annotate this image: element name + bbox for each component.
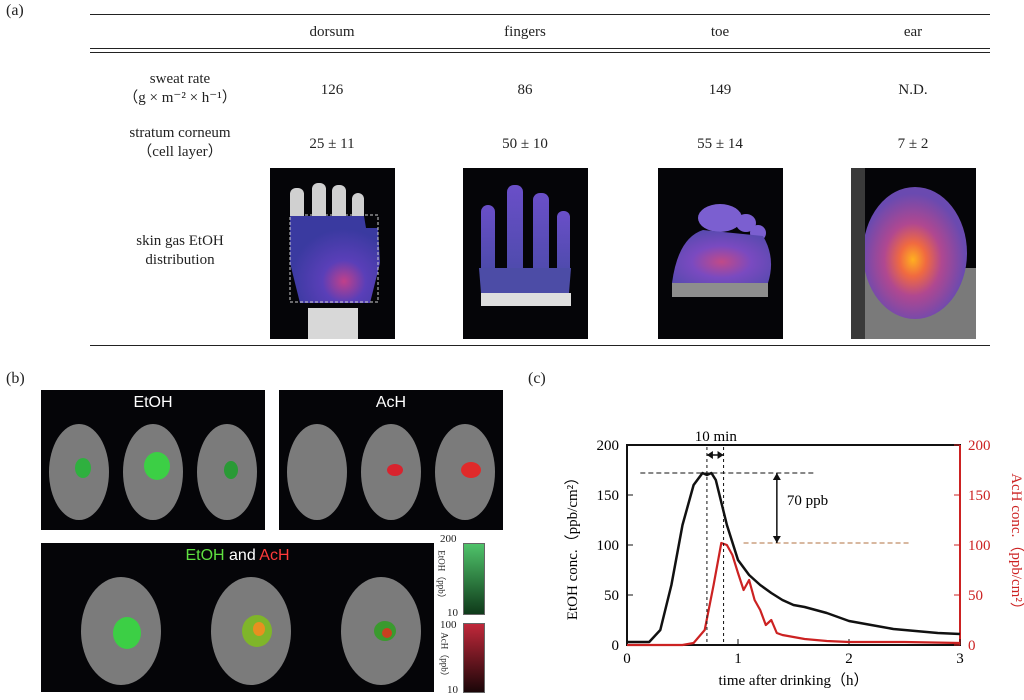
toe-thermal-image: [658, 168, 783, 339]
panel-b-label: (b): [6, 370, 25, 387]
etoh-scale-min: 10: [447, 607, 458, 619]
y-right-axis-label: AcH conc.（ppb/cm²）: [1008, 473, 1024, 617]
ach-scale-min: 10: [447, 684, 458, 696]
annotation-diff-label: 70 ppb: [787, 493, 828, 509]
time-arrow-head-left: [706, 451, 713, 459]
panel-c-label: (c): [528, 370, 546, 387]
row-label-line: distribution: [145, 252, 215, 268]
y-right-tick-label: 0: [968, 638, 976, 654]
table-top-rule: [90, 14, 990, 15]
time-arrow-head-right: [717, 451, 724, 459]
y-right-tick-label: 50: [968, 588, 983, 604]
annotation-time-label: 10 min: [695, 429, 738, 445]
column-header-dorsum: dorsum: [309, 24, 355, 40]
row-label-unit: （cell layer）: [137, 144, 223, 160]
row-label-line: stratum corneum: [129, 125, 231, 141]
table-cell: 50 ± 10: [502, 136, 548, 152]
table-cell: 55 ± 14: [697, 136, 743, 152]
y-left-tick-label: 50: [604, 588, 619, 604]
y-left-axis-label: EtOH conc.（ppb/cm²）: [564, 470, 581, 620]
fingers-thermal-image: [463, 168, 588, 339]
table-cell: 86: [517, 82, 533, 98]
table-cell: 149: [708, 82, 732, 98]
table-header-rule-1: [90, 48, 990, 49]
diff-arrow-head-down: [772, 536, 781, 543]
dorsum-thermal-image: [270, 168, 395, 339]
table-cell: 126: [320, 82, 344, 98]
row-label-sweat-rate: sweat rate （g × m⁻² × h⁻¹）: [95, 70, 265, 108]
table-bottom-rule: [90, 345, 990, 346]
combined-title-etoh: EtOH: [185, 547, 225, 564]
ach-scale-max: 100: [440, 619, 457, 631]
y-left-tick-label: 200: [597, 438, 620, 454]
y-left-tick-label: 0: [612, 638, 620, 654]
combined-title-ach: AcH: [259, 547, 290, 564]
ach-color-scale: [463, 623, 485, 693]
row-label-line: sweat rate: [149, 71, 211, 87]
table-cell: 25 ± 11: [309, 136, 355, 152]
y-left-tick-label: 150: [597, 488, 620, 504]
ach-scale-label: AcH（ppb）: [439, 632, 450, 681]
y-right-tick-label: 200: [968, 438, 991, 454]
ach-panel-title: AcH: [375, 394, 407, 411]
etoh-scale-max: 200: [440, 533, 457, 545]
table-cell: 7 ± 2: [897, 136, 929, 152]
row-label-stratum-corneum: stratum corneum （cell layer）: [95, 124, 265, 162]
etoh-series-line: [627, 471, 961, 644]
y-right-tick-label: 150: [968, 488, 991, 504]
column-header-ear: ear: [903, 24, 923, 40]
ach-series-line: [627, 541, 961, 647]
table-cell: N.D.: [898, 82, 928, 98]
etoh-ear-images: [41, 390, 265, 530]
y-left-tick-label: 100: [597, 538, 620, 554]
column-header-toe: toe: [710, 24, 730, 40]
panel-a-label: (a): [6, 2, 24, 19]
etoh-panel-title: EtOH: [133, 394, 173, 411]
row-label-skin-gas: skin gas EtOH distribution: [95, 232, 265, 270]
combined-ear-images: [41, 543, 434, 692]
etoh-color-scale: [463, 543, 485, 615]
x-tick-label: 0: [623, 651, 631, 667]
combined-panel-title: EtOH and AcH: [41, 547, 434, 565]
x-axis-label: time after drinking（h）: [719, 672, 869, 689]
x-tick-label: 2: [845, 651, 853, 667]
plot-frame: [626, 444, 961, 646]
row-label-line: skin gas EtOH: [136, 233, 224, 249]
row-label-unit: （g × m⁻² × h⁻¹）: [123, 90, 237, 106]
ach-ear-images: [279, 390, 503, 530]
etoh-scale-label: EtOH（ppb）: [436, 550, 447, 603]
x-tick-label: 3: [956, 651, 964, 667]
x-tick-label: 1: [734, 651, 742, 667]
table-header-rule-2: [90, 52, 990, 53]
diff-arrow-head-up: [772, 473, 781, 480]
column-header-fingers: fingers: [504, 24, 546, 40]
combined-title-and: and: [229, 547, 256, 564]
y-right-tick-label: 100: [968, 538, 991, 554]
ear-thermal-image: [851, 168, 976, 339]
